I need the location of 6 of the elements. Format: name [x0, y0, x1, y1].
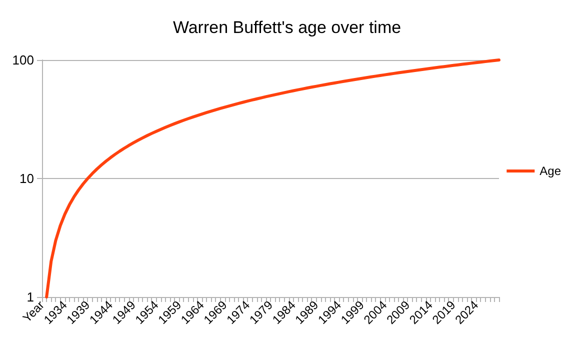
legend-label: Age — [540, 164, 562, 178]
line-series — [45, 58, 500, 298]
y-tick-label: 10 — [20, 171, 34, 186]
chart-title: Warren Buffett's age over time — [172, 18, 402, 37]
y-tick-label: 1 — [26, 290, 34, 304]
y-tick-label: 100 — [12, 52, 34, 68]
